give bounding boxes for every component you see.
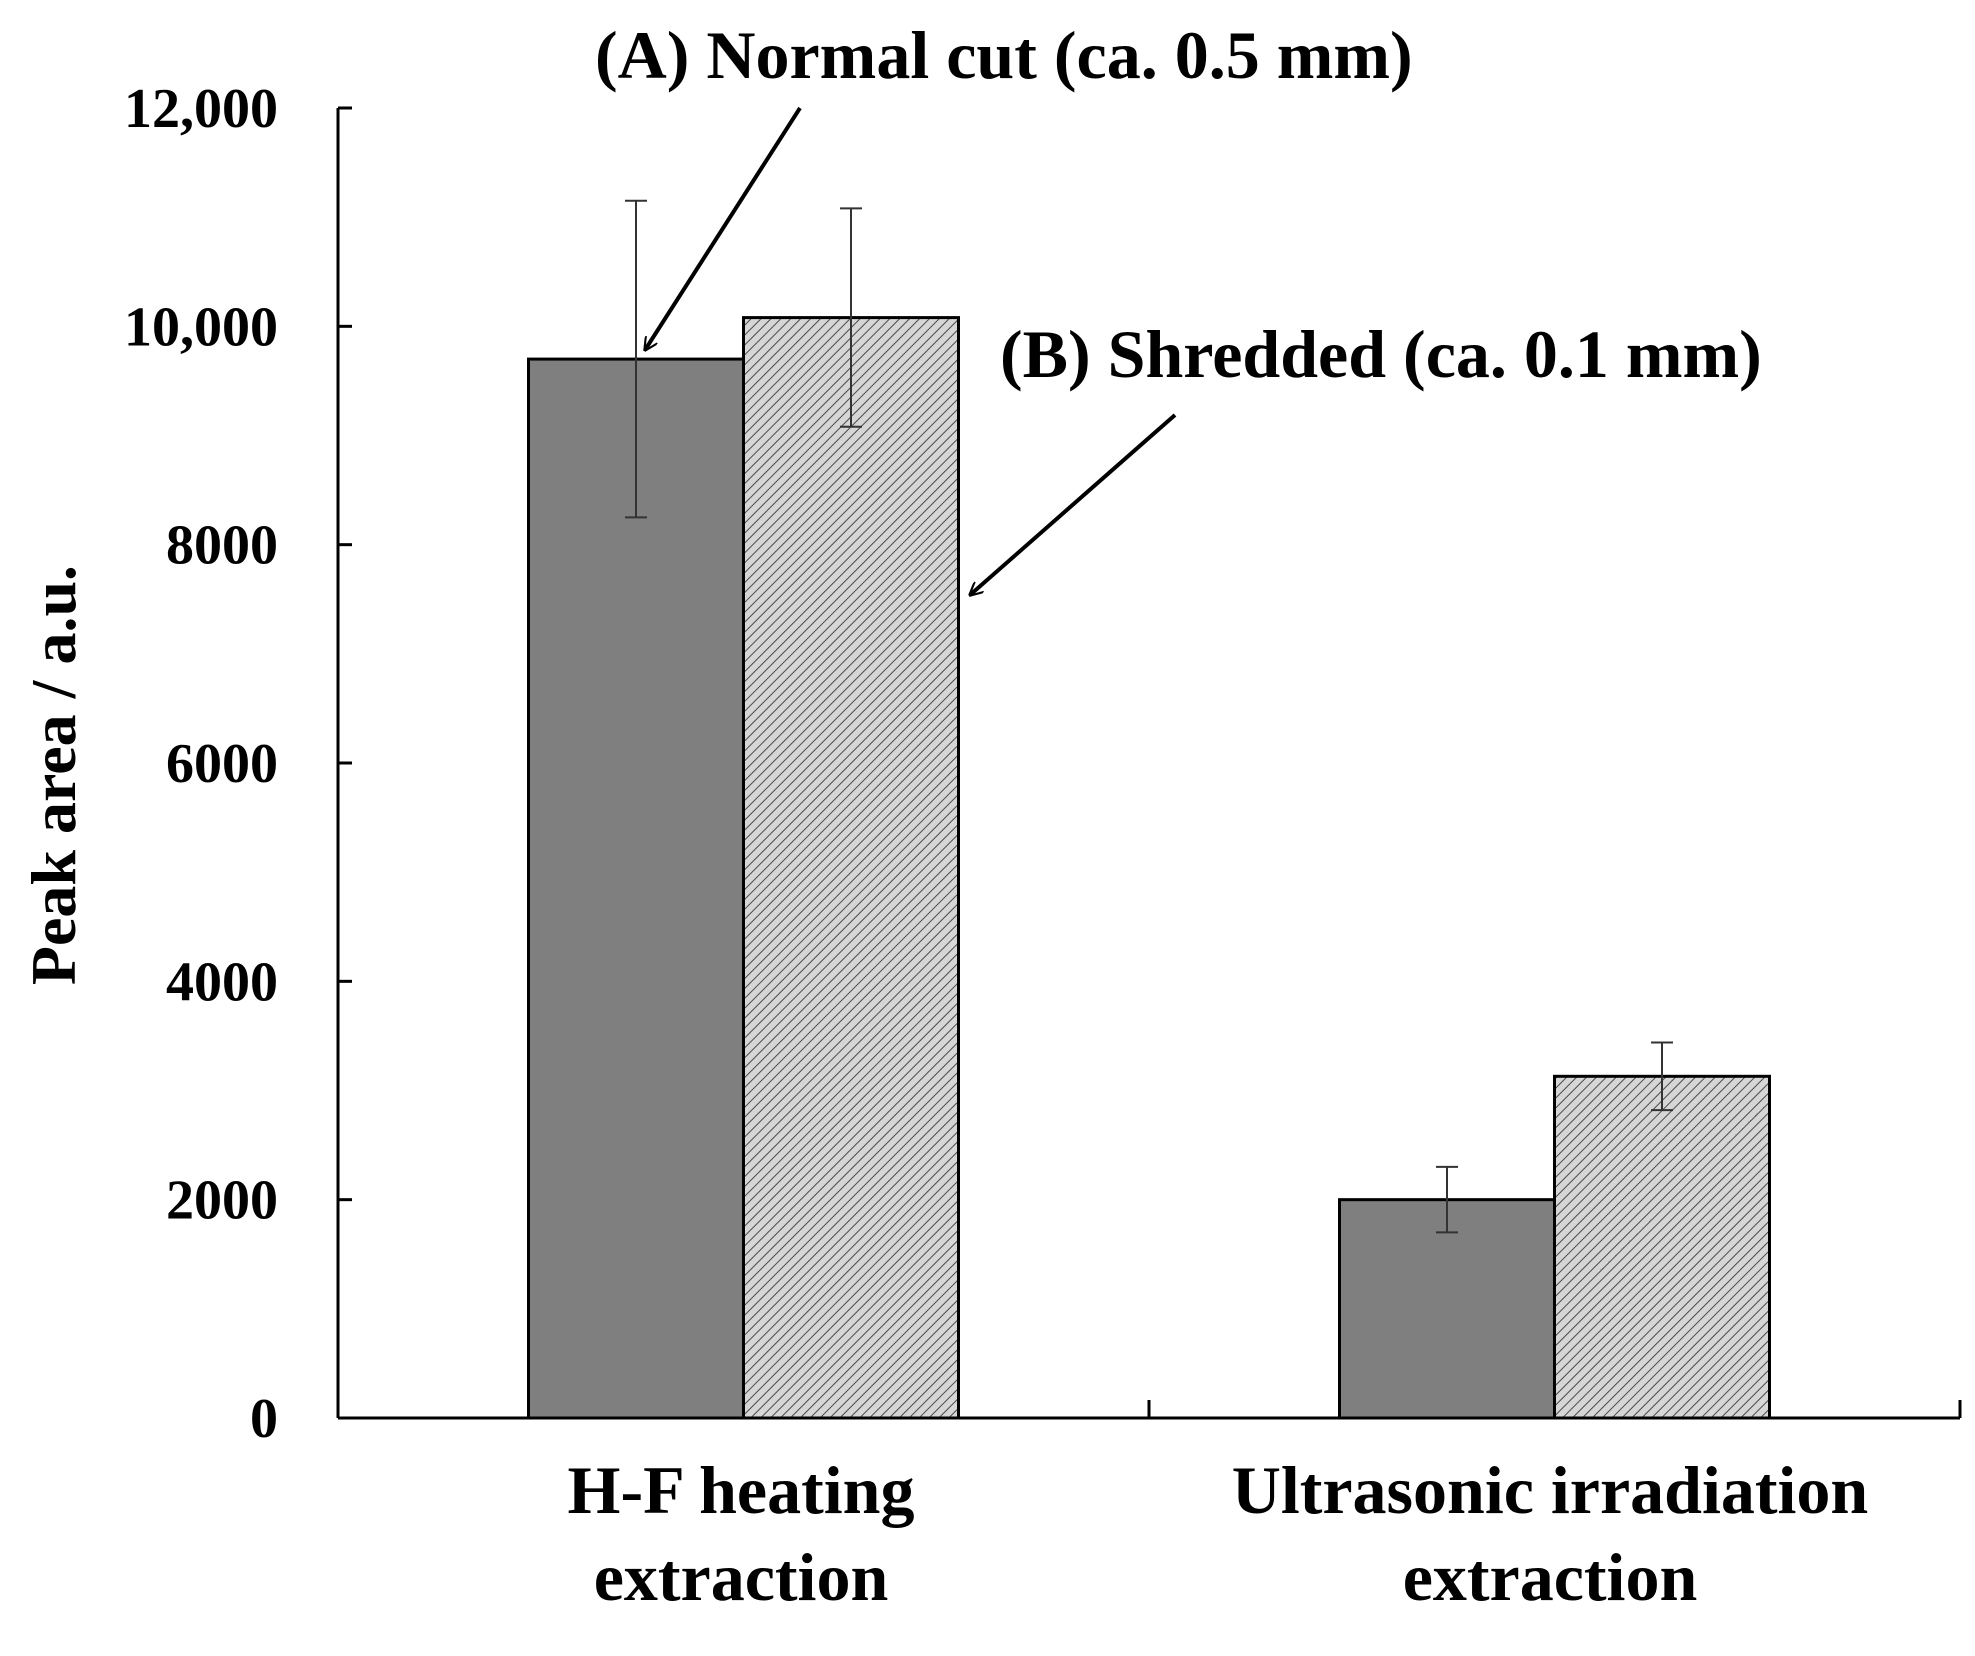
bars-group xyxy=(527,316,1771,1420)
bar-normal-cut-cat1 xyxy=(527,357,745,1420)
annotation-b-label: (B) Shredded (ca. 0.1 mm) xyxy=(1000,316,1762,392)
y-tick-label: 8000 xyxy=(166,515,278,577)
x-category-label-1-line2: extraction xyxy=(594,1539,889,1615)
x-category-label-2-line1: Ultrasonic irradiation xyxy=(1232,1452,1869,1528)
bar-shredded-cat2 xyxy=(1553,1074,1771,1420)
annotation-a-arrow xyxy=(645,106,802,350)
y-axis-ticks: 0 2000 4000 6000 8000 10,000 12,000 xyxy=(124,78,352,1450)
x-category-label-1-line1: H-F heating xyxy=(568,1452,915,1528)
y-tick-label: 10,000 xyxy=(124,296,278,358)
y-tick-label: 0 xyxy=(250,1388,278,1450)
y-tick-label: 2000 xyxy=(166,1170,278,1232)
error-bars-group xyxy=(625,199,1673,1234)
y-tick-label: 4000 xyxy=(166,951,278,1013)
x-axis-ticks xyxy=(1147,1400,1962,1418)
x-category-label-2-line2: extraction xyxy=(1403,1539,1698,1615)
y-tick-label: 6000 xyxy=(166,733,278,795)
annotation-a-label: (A) Normal cut (ca. 0.5 mm) xyxy=(595,17,1413,93)
annotation-b-arrow xyxy=(970,413,1177,595)
bar-normal-cut-cat2 xyxy=(1338,1198,1556,1420)
y-tick-label: 12,000 xyxy=(124,78,278,140)
bar-shredded-cat1 xyxy=(742,316,960,1420)
y-axis-label: Peak area / a.u. xyxy=(18,565,89,985)
